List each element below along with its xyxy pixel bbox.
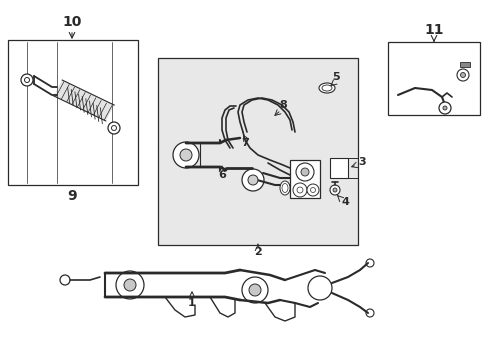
Circle shape [329,185,339,195]
Circle shape [242,169,264,191]
Circle shape [248,284,261,296]
Text: 10: 10 [62,15,81,29]
Circle shape [173,142,199,168]
Circle shape [365,309,373,317]
Circle shape [292,183,306,197]
Circle shape [307,276,331,300]
Circle shape [332,188,336,192]
Polygon shape [54,80,114,121]
Circle shape [116,271,143,299]
Bar [329,158,347,178]
Circle shape [460,72,465,77]
Text: 7: 7 [241,138,248,148]
Circle shape [365,259,373,267]
Ellipse shape [318,83,334,93]
Text: 4: 4 [340,197,348,207]
Ellipse shape [282,184,287,193]
Ellipse shape [280,181,289,195]
Text: 11: 11 [424,23,443,37]
Text: 5: 5 [331,72,339,82]
Circle shape [242,277,267,303]
Circle shape [21,74,33,86]
Text: 3: 3 [357,157,365,167]
Circle shape [442,106,446,110]
Circle shape [24,77,29,82]
Circle shape [296,187,303,193]
Bar [289,160,319,198]
Text: 2: 2 [254,247,262,257]
Text: 1: 1 [188,298,196,308]
Circle shape [180,149,192,161]
Circle shape [306,184,318,196]
Bar [387,42,479,115]
Circle shape [108,122,120,134]
Circle shape [247,175,258,185]
Text: 6: 6 [218,170,225,180]
Circle shape [438,102,450,114]
Bar [158,58,357,245]
Text: 8: 8 [279,100,286,110]
Circle shape [124,279,136,291]
Text: 9: 9 [67,189,77,203]
Circle shape [295,163,313,181]
Ellipse shape [321,85,331,91]
Circle shape [310,188,315,193]
Bar [8,40,138,185]
Circle shape [301,168,308,176]
Circle shape [111,126,116,130]
Circle shape [456,69,468,81]
Circle shape [60,275,70,285]
Bar [459,62,469,67]
